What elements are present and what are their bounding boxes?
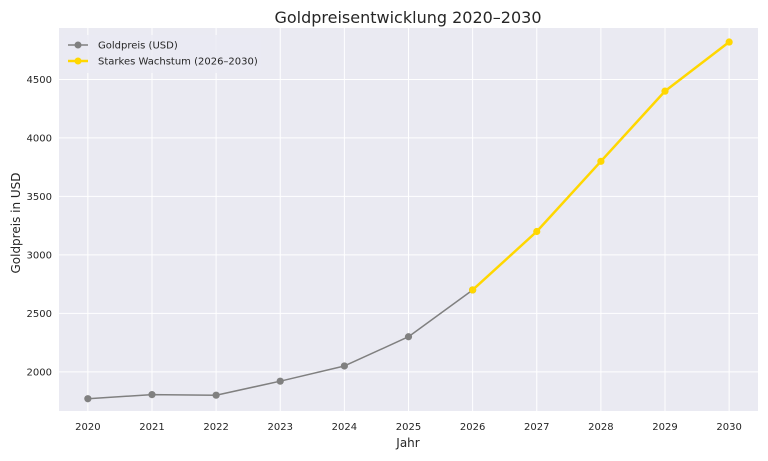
- data-point-1-1: [533, 227, 541, 236]
- y-axis-label: Goldpreis in USD: [9, 172, 23, 273]
- data-point-1-2: [597, 157, 605, 165]
- x-tick-label: 2025: [396, 422, 421, 433]
- data-point-1-0: [469, 286, 477, 294]
- x-tick-label: 2029: [652, 422, 677, 433]
- data-point-0-2: [212, 391, 220, 399]
- y-tick-label: 2500: [27, 309, 52, 320]
- data-point-0-5: [404, 333, 413, 341]
- legend-box: [63, 35, 261, 73]
- chart-title: Goldpreisentwicklung 2020–2030: [274, 8, 541, 27]
- data-point-1-4: [725, 38, 733, 46]
- x-axis-label: Jahr: [395, 436, 419, 450]
- x-tick-label: 2021: [139, 422, 164, 433]
- legend-label-goldpreis: Goldpreis (USD): [98, 41, 178, 52]
- y-tick-label: 2000: [27, 367, 52, 378]
- x-tick-label: 2020: [75, 422, 100, 433]
- y-tick-label: 3000: [27, 250, 52, 261]
- x-tick-label: 2028: [588, 422, 613, 433]
- legend-label-wachstum: Starkes Wachstum (2026–2030): [98, 57, 258, 68]
- series-group: [84, 38, 733, 403]
- legend: Goldpreis (USD) Starkes Wachstum (2026–2…: [63, 35, 261, 73]
- data-point-0-0: [84, 395, 92, 403]
- x-tick-label: 2023: [268, 422, 293, 433]
- legend-marker-goldpreis: [74, 41, 82, 49]
- y-tick-label: 3500: [27, 192, 52, 203]
- grid: [59, 28, 758, 411]
- legend-marker-wachstum: [74, 57, 82, 65]
- x-tick-label: 2022: [203, 422, 228, 433]
- x-tick-label: 2024: [332, 422, 357, 433]
- data-point-0-4: [340, 362, 348, 370]
- data-point-0-3: [276, 377, 284, 385]
- data-point-0-1: [148, 391, 156, 399]
- tick-labels: 2020 2021 2022 2023 2024 2025 2026 2027 2028 2029…: [27, 75, 742, 433]
- x-tick-label: 2026: [460, 422, 485, 433]
- x-tick-label: 2027: [524, 422, 549, 433]
- data-point-1-3: [661, 87, 669, 95]
- y-tick-label: 4500: [27, 75, 52, 86]
- y-tick-label: 4000: [27, 133, 52, 144]
- x-tick-label: 2030: [716, 422, 741, 433]
